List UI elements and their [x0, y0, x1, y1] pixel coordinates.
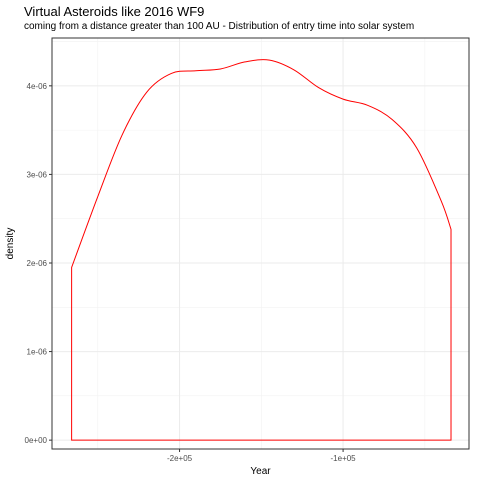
series-layer: [71, 59, 452, 441]
x-axis-label: Year: [250, 466, 271, 477]
tick-layer: 0e+00 1e-06 2e-06 3e-06 4e-06 -2e+05 -1e+05: [25, 82, 357, 463]
x-tick-label: -2e+05: [167, 454, 193, 463]
y-axis-label: density: [5, 228, 16, 260]
panel-border: [51, 37, 470, 450]
chart-subtitle: coming from a distance greater than 100 …: [24, 21, 415, 32]
x-tick-label: -1e+05: [331, 454, 357, 463]
chart-title: Virtual Asteroids like 2016 WF9: [24, 4, 205, 19]
y-tick-label: 3e-06: [27, 170, 48, 179]
y-tick-label: 0e+00: [25, 436, 48, 445]
y-tick-label: 4e-06: [27, 82, 48, 91]
grid-lines: [52, 38, 469, 449]
density-curve: [71, 59, 452, 441]
y-tick-label: 1e-06: [27, 348, 48, 357]
panel-background: [52, 38, 469, 449]
y-tick-label: 2e-06: [27, 259, 48, 268]
